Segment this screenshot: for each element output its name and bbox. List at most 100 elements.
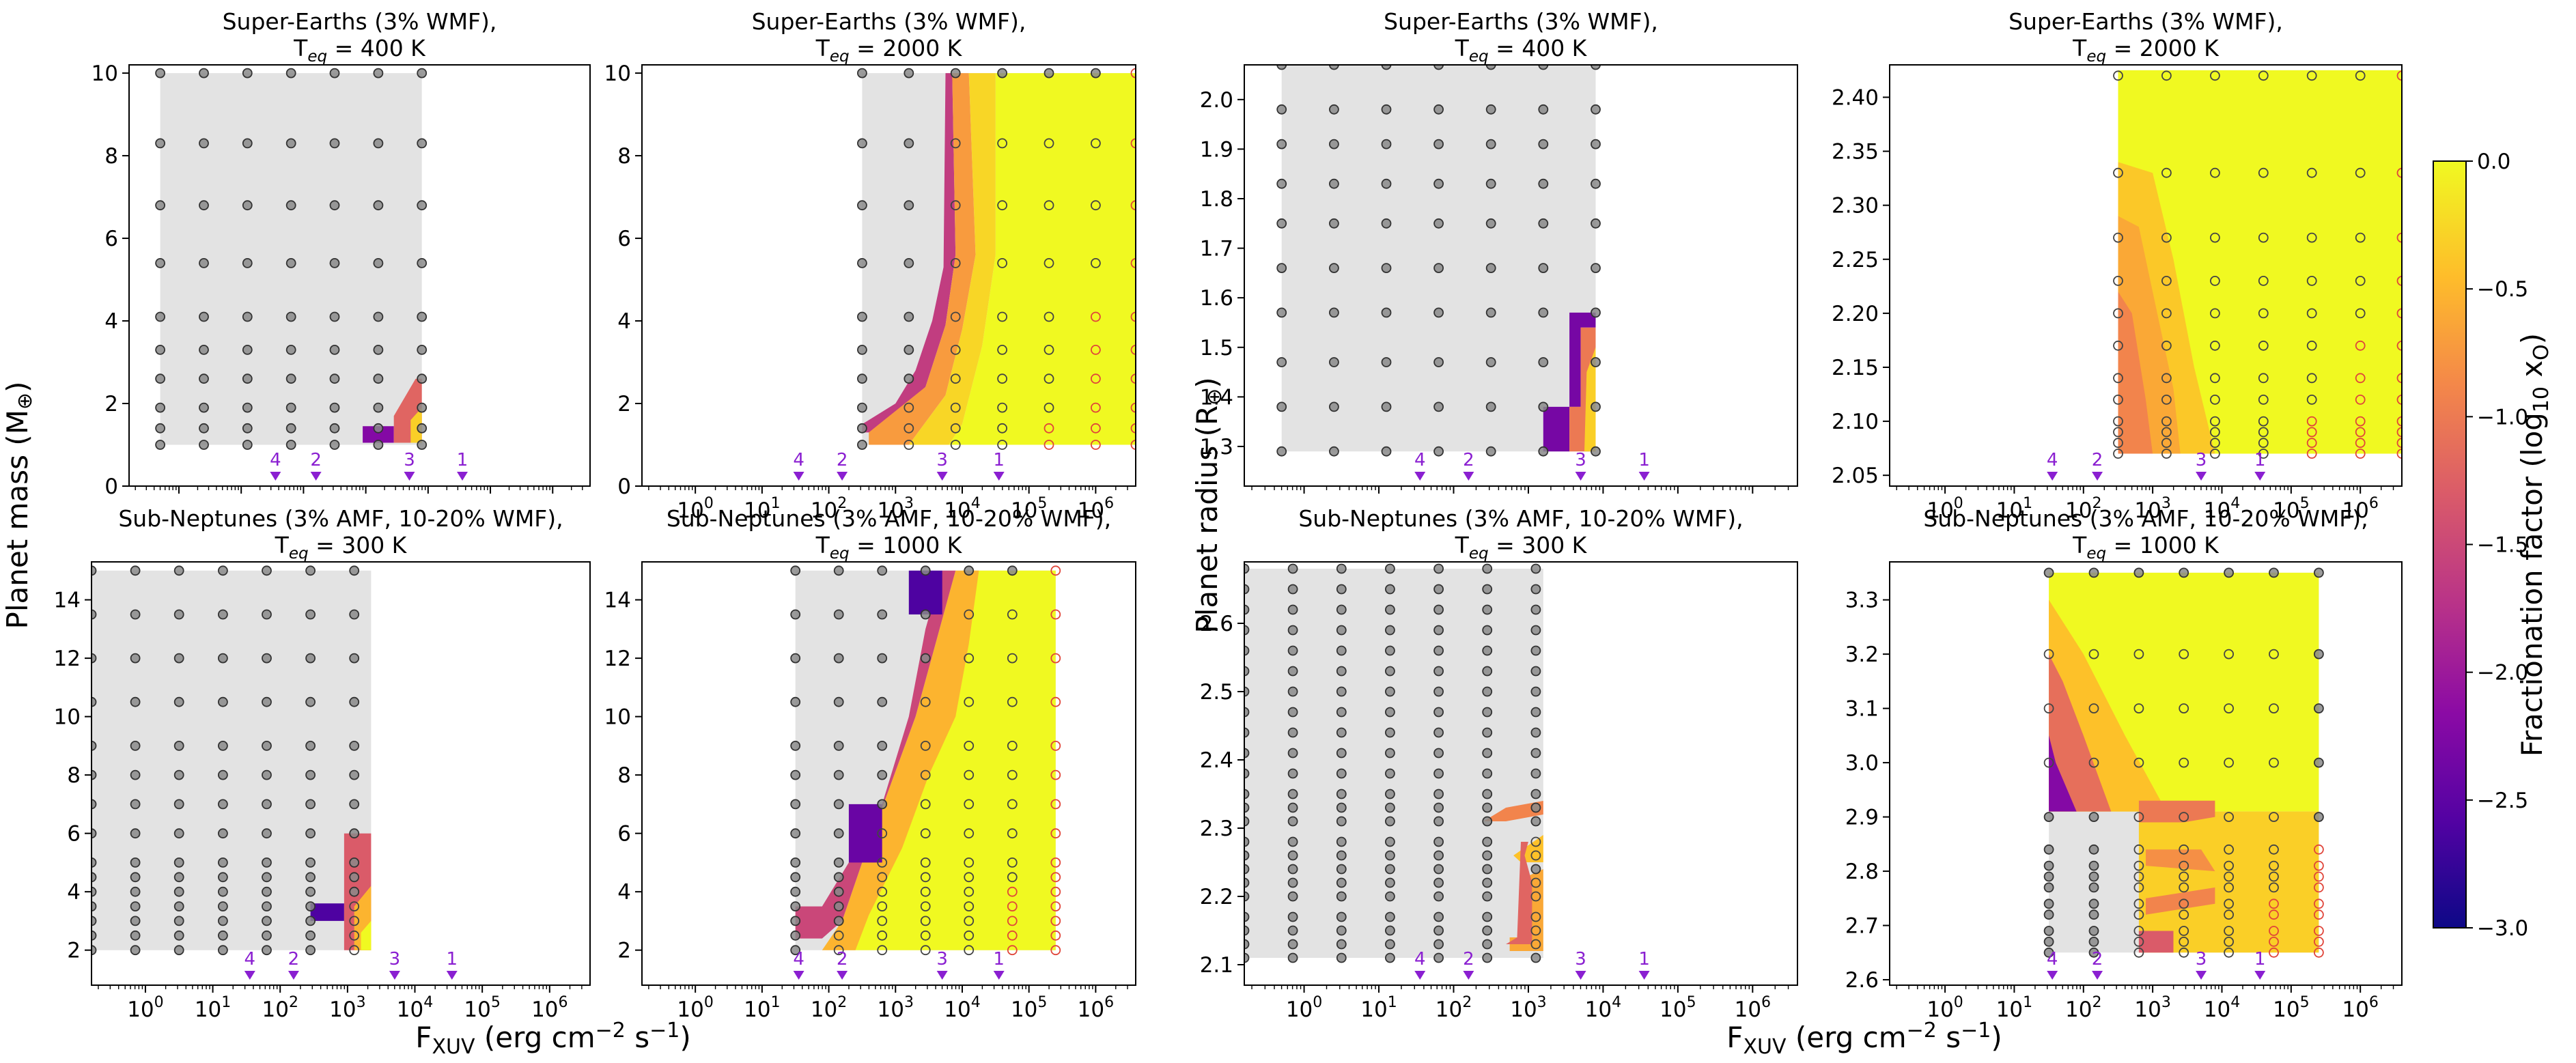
grid-point	[904, 68, 914, 79]
grid-point	[2306, 395, 2317, 405]
grid-point	[997, 345, 1007, 355]
grid-point	[2179, 703, 2189, 713]
grid-point	[1244, 768, 1250, 779]
ytick-label: 2.5	[1200, 680, 1233, 705]
grid-point	[2043, 649, 2054, 660]
xtick-label: 101	[744, 994, 780, 1022]
star-marker	[2092, 472, 2103, 481]
escape-point	[2396, 232, 2402, 243]
grid-point	[1591, 178, 1601, 189]
grid-point	[285, 345, 296, 355]
grid-point	[417, 440, 428, 450]
grid-point	[2209, 449, 2220, 459]
grid-point	[92, 565, 97, 576]
panel-subtitle: Teq = 400 K	[293, 35, 426, 66]
grid-point	[1276, 139, 1287, 150]
grid-point	[2269, 567, 2279, 578]
grid-point	[1276, 446, 1287, 457]
grid-point	[217, 945, 228, 956]
grid-point	[349, 741, 360, 751]
grid-point	[199, 402, 209, 413]
grid-point	[1336, 584, 1347, 595]
ytick-label: 4	[67, 880, 81, 905]
xtick-label: 100	[127, 994, 163, 1022]
grid-point	[2224, 898, 2235, 909]
grid-point	[1538, 218, 1549, 229]
grid-point	[1433, 139, 1444, 150]
grid-point	[964, 945, 975, 956]
grid-point	[199, 138, 209, 149]
star-label: 4	[1414, 450, 1426, 470]
plot-area	[857, 68, 1136, 450]
grid-point	[1485, 139, 1496, 150]
grid-point	[1530, 789, 1541, 799]
ytick-label: 8	[617, 763, 631, 788]
escape-point	[1091, 373, 1101, 384]
escape-point	[2355, 427, 2366, 438]
grid-point	[1287, 864, 1298, 875]
grid-point	[1329, 139, 1339, 150]
grid-point	[1591, 307, 1601, 318]
grid-point	[1244, 836, 1250, 847]
star-label: 1	[993, 949, 1005, 969]
grid-point	[2113, 70, 2123, 81]
star-marker	[936, 472, 948, 481]
grid-point	[1433, 563, 1444, 574]
grid-point	[2133, 649, 2144, 660]
colorbar-gradient	[2433, 160, 2467, 929]
star-marker	[1638, 472, 1650, 481]
grid-point	[1287, 727, 1298, 738]
grid-point	[285, 200, 296, 211]
grid-point	[1530, 877, 1541, 888]
grid-point	[790, 696, 801, 707]
grid-point	[790, 828, 801, 839]
grid-point	[877, 858, 888, 868]
grid-point	[242, 345, 253, 355]
grid-point	[1385, 836, 1395, 847]
grid-point	[1336, 911, 1347, 922]
grid-point	[920, 930, 931, 941]
grid-point	[1244, 925, 1250, 936]
grid-point	[1336, 645, 1347, 656]
grid-point	[155, 402, 166, 413]
fractionation-patch	[862, 73, 956, 433]
grid-point	[1433, 836, 1444, 847]
grid-point	[1276, 65, 1287, 70]
grid-point	[833, 886, 844, 897]
grid-point	[1287, 748, 1298, 759]
escape-point	[1050, 916, 1061, 926]
grid-point	[1485, 357, 1496, 367]
grid-point	[877, 916, 888, 926]
grid-point	[964, 799, 975, 810]
grid-point	[2113, 232, 2123, 243]
star-label: 3	[1575, 450, 1586, 470]
grid-point	[1482, 727, 1493, 738]
grid-point	[155, 68, 166, 79]
ytick-label: 14	[54, 589, 81, 613]
plot-area	[2113, 70, 2402, 459]
grid-point	[1433, 816, 1444, 827]
xtick-label: 101	[195, 994, 231, 1022]
grid-point	[2043, 567, 2054, 578]
grid-point	[349, 696, 360, 707]
grid-point	[217, 858, 228, 868]
star-label: 2	[310, 450, 322, 470]
escape-point	[1130, 373, 1136, 384]
grid-point	[173, 799, 184, 810]
fractionation-patch	[949, 73, 1136, 445]
grid-point	[2258, 167, 2269, 178]
grid-point	[1381, 218, 1392, 229]
grid-point	[1287, 789, 1298, 799]
escape-point	[2313, 898, 2324, 909]
grid-point	[790, 741, 801, 751]
grid-point	[2313, 567, 2324, 578]
grid-point	[173, 653, 184, 664]
escape-point	[1130, 423, 1136, 434]
grid-point	[2269, 860, 2279, 871]
grid-point	[1482, 802, 1493, 813]
grid-point	[1485, 307, 1496, 318]
grid-point	[1044, 311, 1054, 322]
grid-point	[217, 930, 228, 941]
grid-point	[2043, 937, 2054, 947]
panel-title: Super-Earths (3% WMF),	[223, 8, 497, 35]
